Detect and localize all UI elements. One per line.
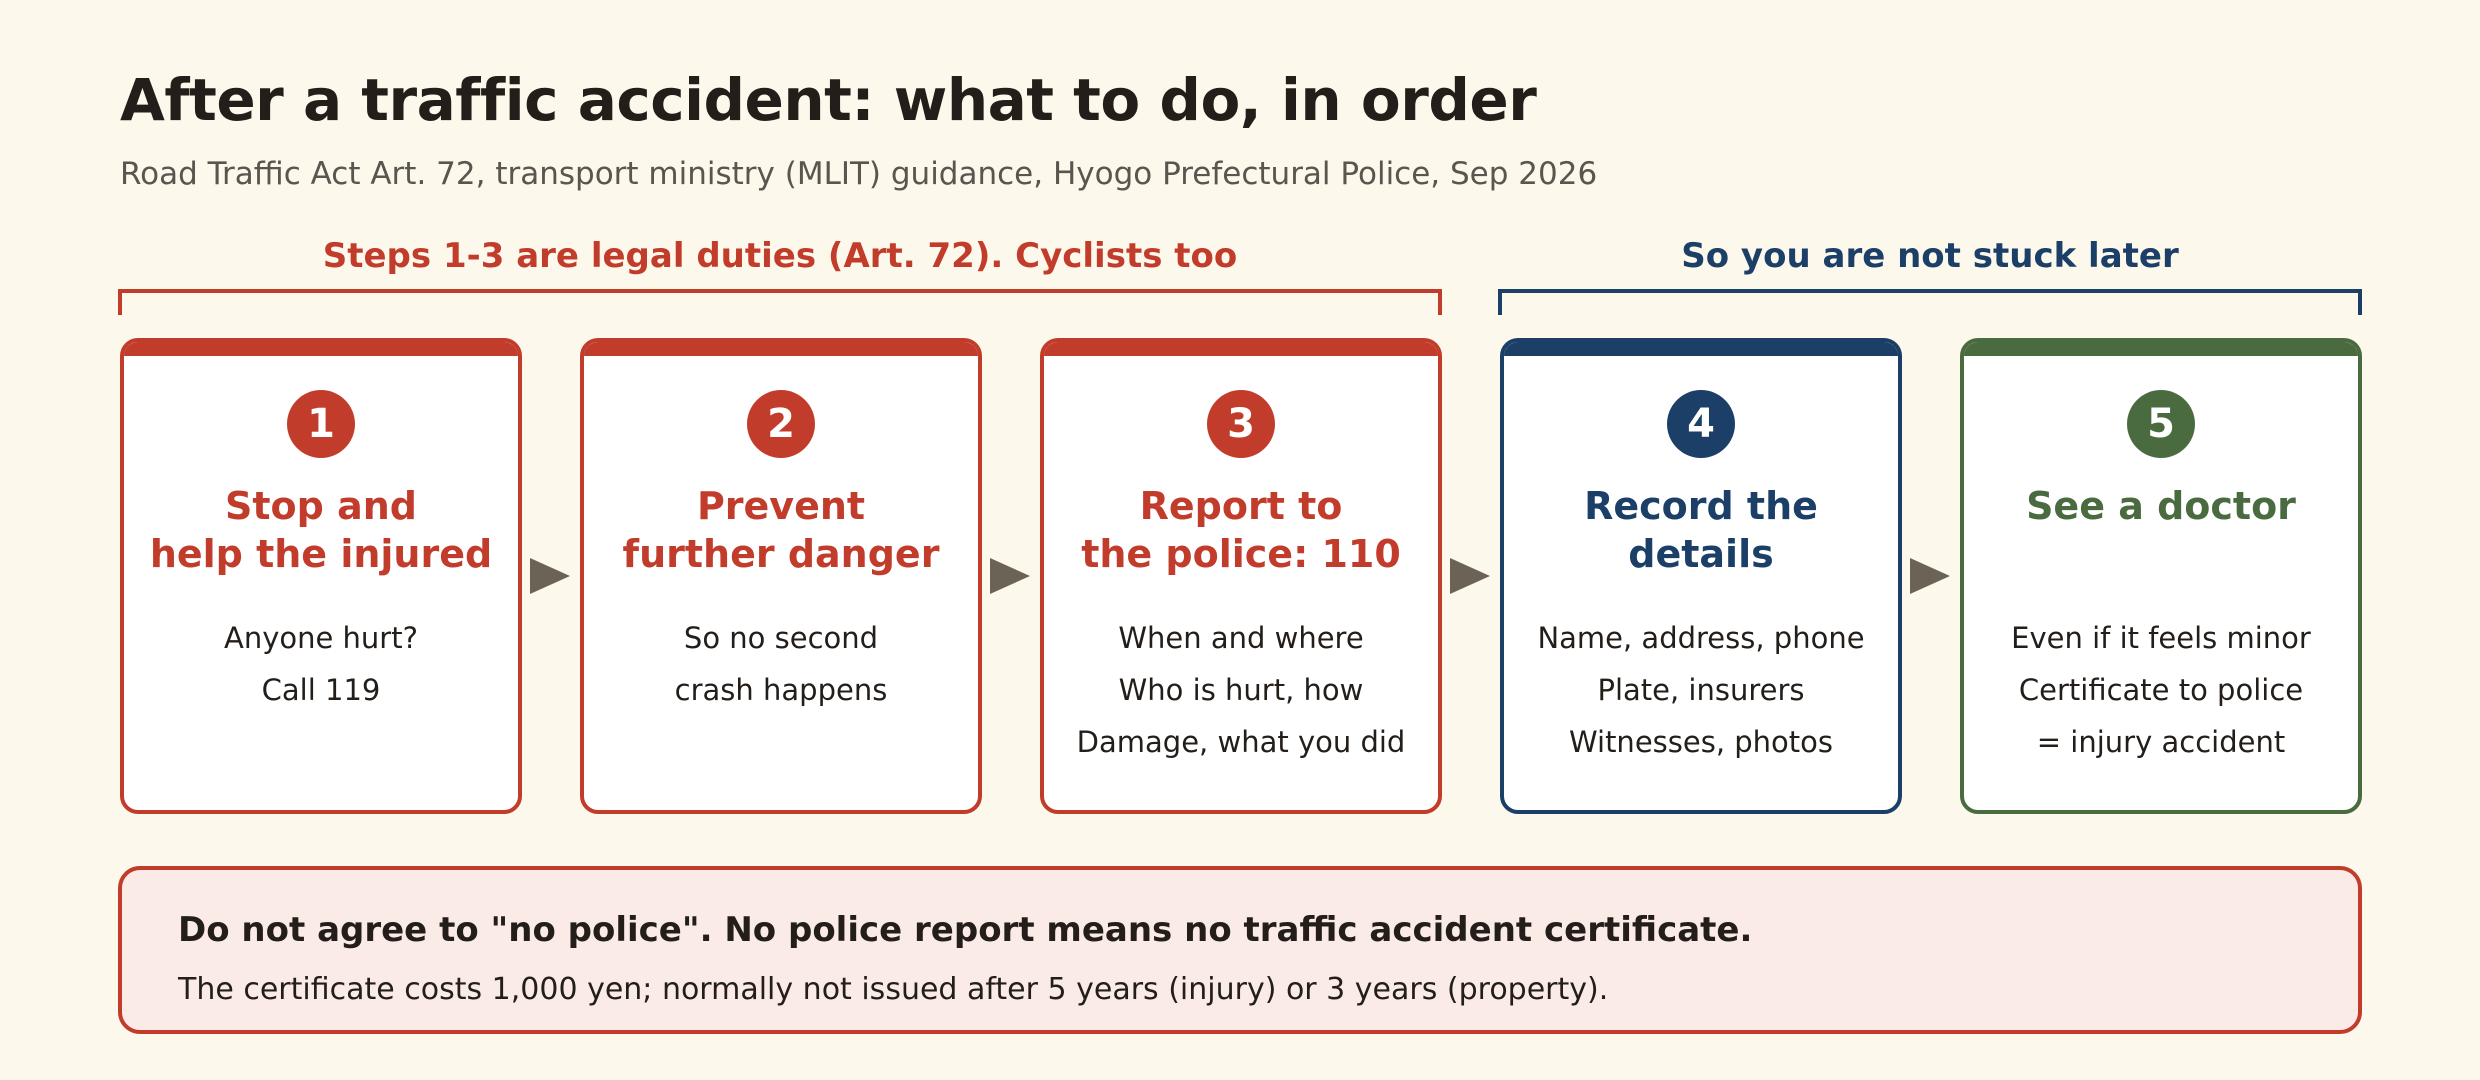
step-detail-line: Who is hurt, how	[1118, 673, 1364, 707]
card-top-bar	[584, 342, 978, 356]
step-card-3: 3 Report to the police: 110 When and whe…	[1040, 338, 1442, 814]
step-detail-line: Plate, insurers	[1597, 673, 1805, 707]
legal-duties-group: Steps 1-3 are legal duties (Art. 72). Cy…	[118, 236, 1442, 316]
step-details: Anyone hurt? Call 119	[124, 612, 518, 716]
step-heading: Record the details	[1584, 484, 1818, 576]
step-card-5: 5 See a doctor Even if it feels minor Ce…	[1960, 338, 2362, 814]
step-details: When and where Who is hurt, how Damage, …	[1044, 612, 1438, 768]
step-number-badge: 3	[1207, 390, 1275, 458]
step-detail-line: Witnesses, photos	[1568, 725, 1834, 759]
step-heading: Prevent further danger	[622, 484, 940, 576]
arrow-right-icon	[1450, 558, 1490, 594]
step-heading: Report to the police: 110	[1081, 484, 1401, 576]
card-top-bar	[1504, 342, 1898, 356]
step-card-1: 1 Stop and help the injured Anyone hurt?…	[120, 338, 522, 814]
step-details: So no second crash happens	[584, 612, 978, 716]
step-detail-line: Certificate to police	[2018, 673, 2304, 707]
card-top-bar	[1044, 342, 1438, 356]
step-detail-line: Even if it feels minor	[2011, 621, 2311, 655]
step-detail-line: When and where	[1118, 621, 1364, 655]
step-number-badge: 5	[2127, 390, 2195, 458]
page-title: After a traffic accident: what to do, in…	[120, 66, 1537, 134]
card-top-bar	[1964, 342, 2358, 356]
step-detail-line: Damage, what you did	[1076, 725, 1406, 759]
warning-notice: Do not agree to "no police". No police r…	[118, 866, 2362, 1034]
step-detail-line: So no second	[683, 621, 879, 655]
notice-heading: Do not agree to "no police". No police r…	[178, 910, 1753, 950]
card-top-bar	[124, 342, 518, 356]
step-details: Name, address, phone Plate, insurers Wit…	[1504, 612, 1898, 768]
step-detail-line: crash happens	[674, 673, 888, 707]
step-heading: See a doctor	[2026, 484, 2296, 528]
step-number-badge: 1	[287, 390, 355, 458]
page-subtitle: Road Traffic Act Art. 72, transport mini…	[120, 156, 1598, 192]
later-bracket	[1498, 289, 2362, 315]
step-details: Even if it feels minor Certificate to po…	[1964, 612, 2358, 768]
arrow-right-icon	[530, 558, 570, 594]
step-number-badge: 4	[1667, 390, 1735, 458]
step-card-2: 2 Prevent further danger So no second cr…	[580, 338, 982, 814]
later-label: So you are not stuck later	[1681, 236, 2179, 276]
notice-body: The certificate costs 1,000 yen; normall…	[178, 972, 1609, 1007]
step-detail-line: Anyone hurt?	[223, 621, 418, 655]
step-heading: Stop and help the injured	[149, 484, 493, 576]
step-detail-line: Name, address, phone	[1537, 621, 1865, 655]
step-detail-line: Call 119	[261, 673, 381, 707]
arrow-right-icon	[990, 558, 1030, 594]
arrow-right-icon	[1910, 558, 1950, 594]
step-detail-line: = injury accident	[2036, 725, 2286, 759]
legal-duties-label: Steps 1-3 are legal duties (Art. 72). Cy…	[322, 236, 1238, 276]
later-group: So you are not stuck later	[1498, 236, 2362, 316]
legal-duties-bracket	[118, 289, 1442, 315]
step-card-4: 4 Record the details Name, address, phon…	[1500, 338, 1902, 814]
step-number-badge: 2	[747, 390, 815, 458]
